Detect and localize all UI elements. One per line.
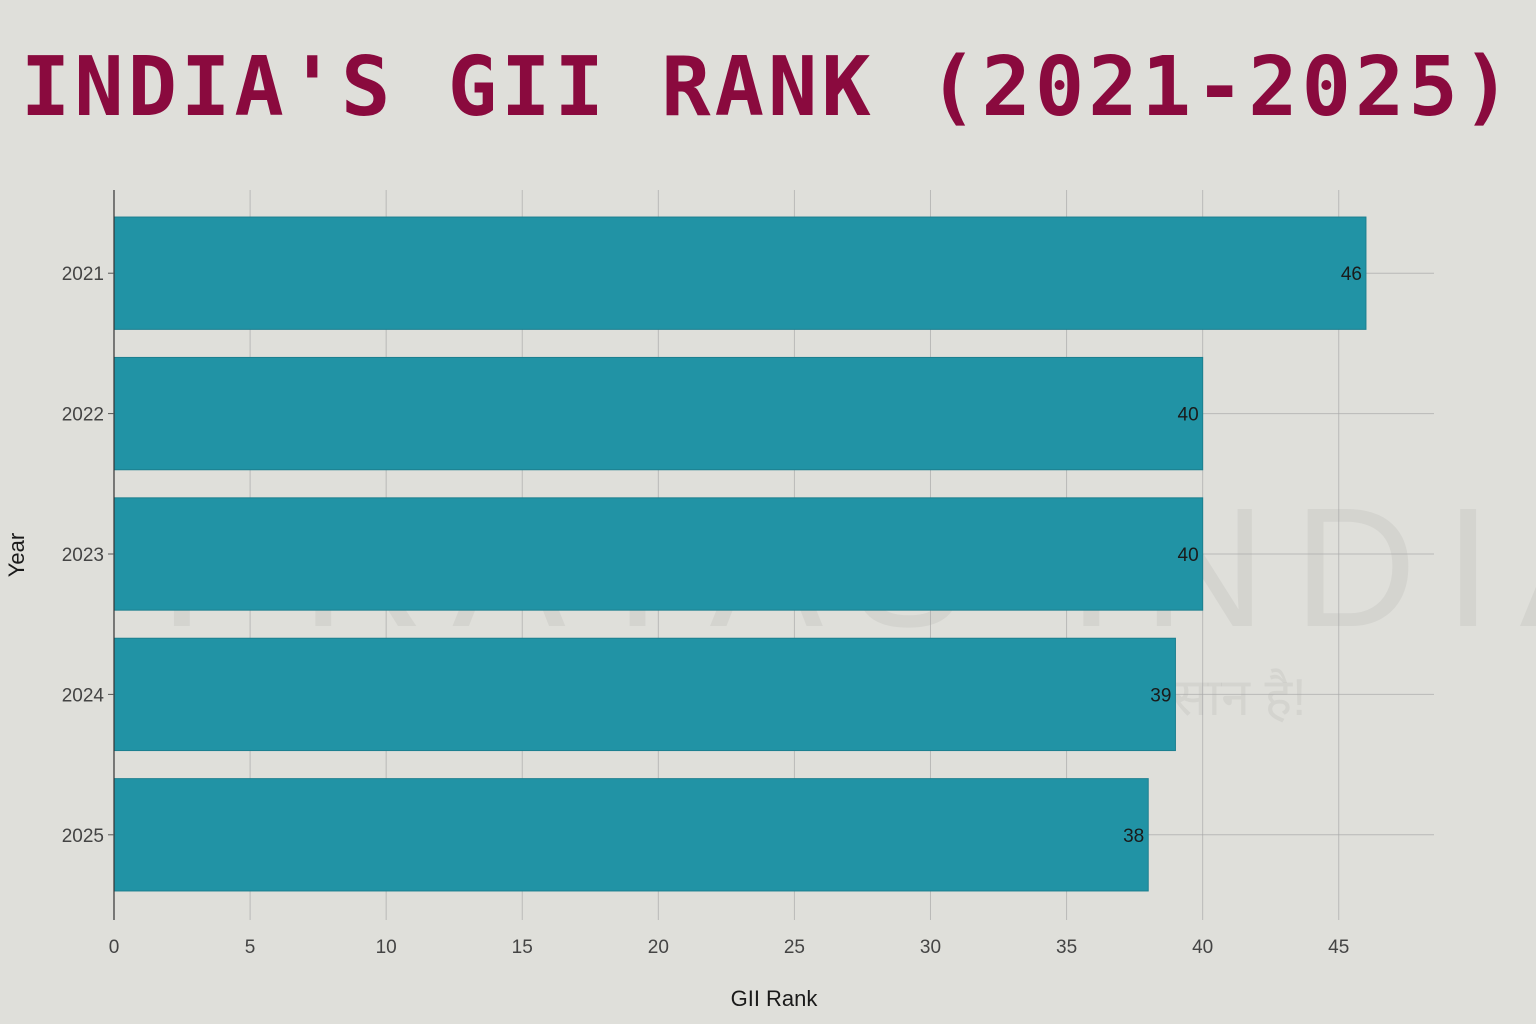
- page-title: INDIA'S GII RANK (2021-2025): [20, 40, 1516, 135]
- x-tick-label-40: 40: [1192, 937, 1213, 958]
- y-tick-label-2025: 2025: [62, 826, 104, 847]
- y-tick-label-2023: 2023: [62, 545, 104, 566]
- axes: [108, 190, 115, 920]
- y-axis-title: Year: [4, 533, 29, 577]
- x-tick-label-0: 0: [109, 937, 120, 958]
- data-label-2023: 40: [1178, 545, 1199, 566]
- x-tick-label-35: 35: [1056, 937, 1077, 958]
- bars: [113, 216, 1367, 892]
- x-axis-title: GII Rank: [731, 986, 819, 1011]
- x-tick-label-45: 45: [1328, 937, 1349, 958]
- bar-2021: [113, 216, 1367, 330]
- bar-2023: [113, 497, 1204, 611]
- data-label-2025: 38: [1123, 826, 1144, 847]
- bar-2022: [113, 356, 1204, 471]
- x-tick-label-5: 5: [245, 937, 256, 958]
- x-tick-label-15: 15: [512, 937, 533, 958]
- bar-2025: [113, 778, 1149, 892]
- data-label-2024: 39: [1150, 685, 1171, 706]
- data-label-2021: 46: [1341, 264, 1362, 285]
- y-tick-label-2024: 2024: [62, 685, 105, 706]
- x-tick-label-25: 25: [784, 937, 805, 958]
- x-tick-label-10: 10: [376, 937, 397, 958]
- x-tick-label-20: 20: [648, 937, 669, 958]
- data-label-2022: 40: [1178, 405, 1199, 426]
- y-tick-label-2022: 2022: [62, 405, 104, 426]
- x-tick-label-30: 30: [920, 937, 941, 958]
- y-tick-label-2021: 2021: [62, 264, 104, 285]
- bar-2024: [113, 637, 1176, 752]
